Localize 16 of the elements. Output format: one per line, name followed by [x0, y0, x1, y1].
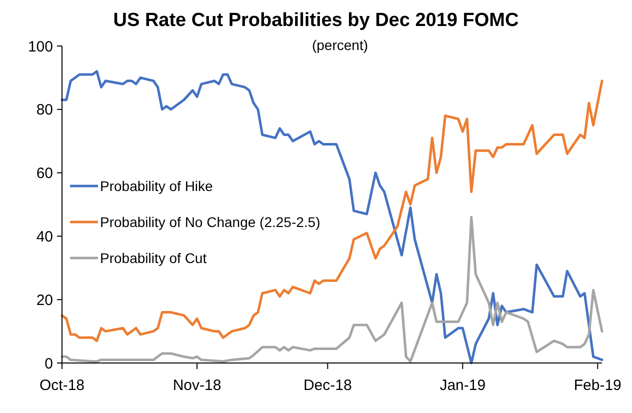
y-tick-label: 20 [36, 292, 53, 309]
chart-subtitle: (percent) [312, 37, 368, 53]
x-tick-label: Dec-18 [303, 377, 352, 394]
legend-label: Probability of No Change (2.25-2.5) [100, 214, 320, 230]
x-tick-label: Jan-19 [440, 377, 486, 394]
y-tick-label: 0 [44, 355, 53, 372]
y-tick-label: 80 [36, 102, 53, 119]
x-tick-label: Oct-18 [39, 377, 85, 394]
x-tick-label: Nov-18 [172, 377, 222, 394]
x-tick-label: Feb-19 [574, 377, 622, 394]
chart-title: US Rate Cut Probabilities by Dec 2019 FOMC [113, 10, 519, 31]
y-tick-label: 100 [28, 38, 53, 56]
y-tick-label: 40 [36, 228, 53, 246]
legend-label: Probability of Cut [100, 250, 207, 266]
y-tick-label: 60 [36, 165, 53, 182]
legend-label: Probability of Hike [100, 178, 214, 194]
